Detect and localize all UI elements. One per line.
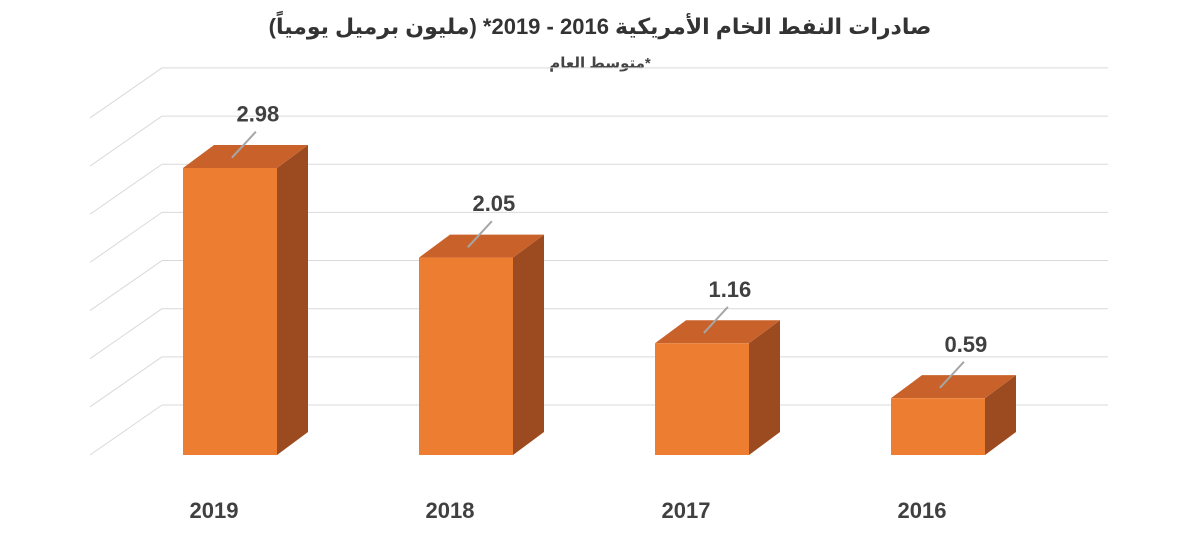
x-tick-label: 2017 <box>662 498 711 523</box>
grid-diagonal <box>89 404 163 456</box>
bar-side <box>749 320 780 455</box>
bar <box>891 398 985 455</box>
data-label-leader <box>939 361 965 389</box>
data-label-leader <box>703 306 729 334</box>
grid-diagonal <box>89 308 163 360</box>
bar-top <box>419 234 544 258</box>
x-tick-label: 2018 <box>426 498 475 523</box>
grid-diagonal <box>89 260 163 311</box>
data-label: 2.05 <box>472 191 515 216</box>
bar <box>419 257 513 455</box>
bar-side <box>277 145 308 455</box>
data-label: 1.16 <box>708 277 751 302</box>
grid-diagonal <box>89 115 163 167</box>
bar-top <box>655 320 780 344</box>
bar-top <box>183 145 308 168</box>
data-label: 0.59 <box>944 332 987 357</box>
grid-diagonal <box>89 356 163 408</box>
data-label-leader <box>231 130 257 159</box>
grid-diagonal <box>89 67 163 119</box>
x-tick-label: 2016 <box>898 498 947 523</box>
bar <box>655 343 749 455</box>
chart-title: صادرات النفط الخام الأمريكية 2016 - 2019… <box>268 14 932 39</box>
grid-diagonal <box>89 163 163 215</box>
bar <box>183 168 277 455</box>
x-tick-label: 2019 <box>190 498 239 523</box>
bar-side <box>513 234 544 455</box>
bar-side <box>985 375 1016 455</box>
grid-diagonal <box>89 211 163 263</box>
data-label-leader <box>467 220 493 248</box>
bar-top <box>891 375 1016 399</box>
data-label: 2.98 <box>236 102 279 127</box>
